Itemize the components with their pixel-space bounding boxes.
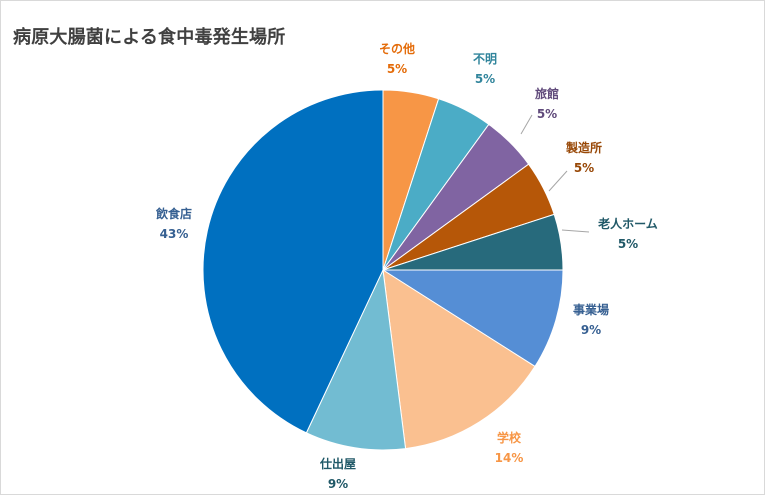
chart-title: 病原大腸菌による食中毒発生場所 — [13, 27, 286, 48]
pie-slices — [202, 89, 564, 451]
data-label-value-4: 5% — [574, 161, 594, 175]
data-label-value-8: 9% — [328, 477, 348, 491]
data-label-name-2: 不明 — [473, 52, 497, 66]
leader-line-5 — [561, 229, 590, 233]
pie-slice-9 — [202, 89, 384, 434]
leader-line-4 — [548, 170, 568, 192]
pie-data-labels: その他 5% 不明 5% 旅館 5% 製造所 5% 老人ホーム 5% 事業場 9% 学校 14% 仕出屋 9%… — [155, 41, 658, 491]
data-label-name-4: 製造所 — [565, 140, 602, 155]
data-label-value-5: 5% — [618, 237, 638, 251]
pie-slice-6 — [381, 269, 564, 368]
leader-line-3 — [520, 114, 533, 135]
data-label-name-3: 旅館 — [535, 86, 559, 101]
data-label-value-3: 5% — [537, 107, 557, 121]
data-label-name-9: 飲食店 — [155, 206, 192, 221]
data-label-name-6: 事業場 — [573, 302, 609, 317]
data-label-name-5: 老人ホーム — [598, 216, 658, 231]
pie-slice-7 — [382, 269, 536, 450]
data-label-value-7: 14% — [495, 451, 524, 465]
data-label-value-9: 43% — [160, 227, 189, 241]
data-label-value-6: 9% — [581, 323, 601, 337]
data-label-name-1: その他 — [379, 41, 415, 56]
data-label-name-7: 学校 — [497, 430, 522, 445]
data-label-value-2: 5% — [475, 72, 495, 86]
data-label-value-1: 5% — [387, 62, 407, 76]
data-label-name-8: 仕出屋 — [319, 456, 356, 471]
pie-slice-8 — [305, 268, 407, 451]
